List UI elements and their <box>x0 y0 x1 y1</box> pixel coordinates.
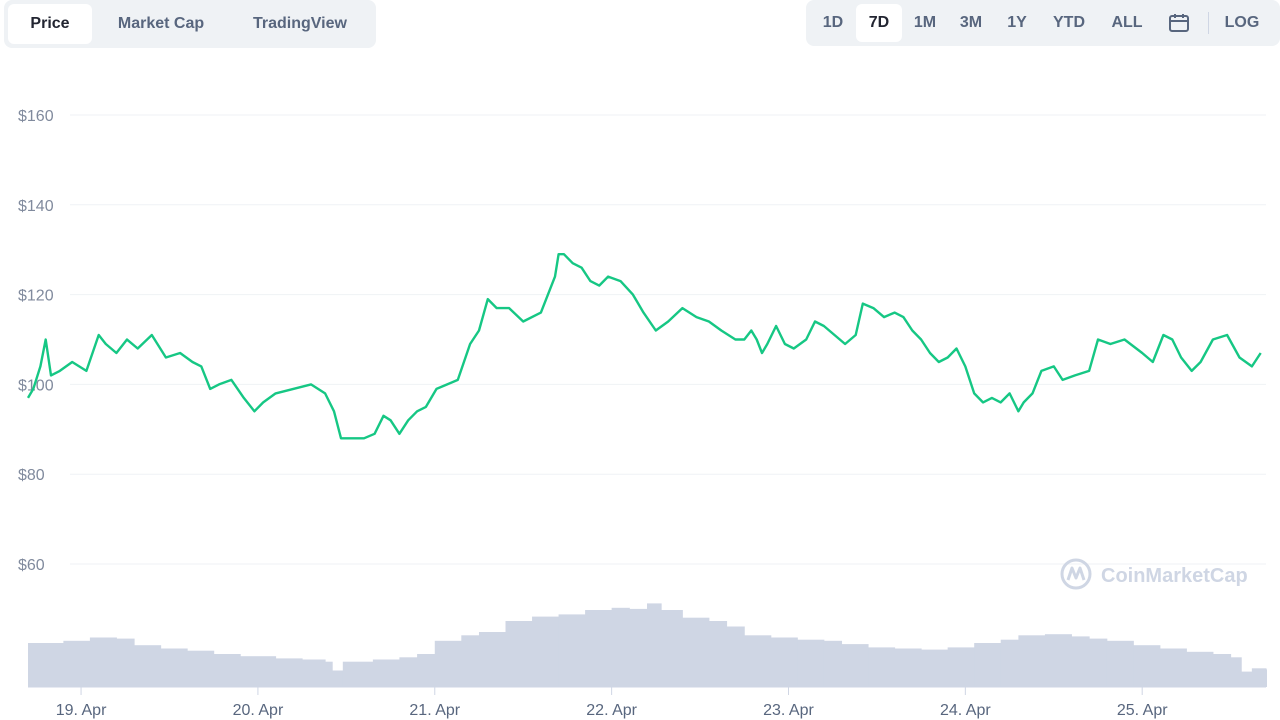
volume-bar <box>726 626 745 687</box>
coinmarketcap-logo-icon <box>1060 558 1092 590</box>
range-ytd-button[interactable]: YTD <box>1053 14 1085 31</box>
volume-bar <box>160 648 188 687</box>
x-tick-label: 19. Apr <box>56 702 107 719</box>
volume-bar <box>647 603 662 687</box>
volume-bar <box>478 632 507 687</box>
y-tick-label: $60 <box>18 557 45 574</box>
x-axis: 19. Apr 20. Apr 21. Apr 22. Apr 23. Apr 24. A… <box>28 686 1266 719</box>
volume-bar <box>1000 639 1019 687</box>
range-all-button[interactable]: ALL <box>1111 14 1143 31</box>
volume-bar <box>868 647 896 687</box>
y-tick-label: $80 <box>18 467 45 484</box>
volume-bar <box>417 654 436 687</box>
tab-price[interactable]: Price <box>8 4 92 44</box>
volume-bar <box>585 610 613 687</box>
volume-bar <box>461 635 480 687</box>
volume-bar <box>682 617 710 687</box>
volume-bar <box>28 643 64 687</box>
volume-bar <box>1018 635 1046 687</box>
volume-bar <box>342 661 374 687</box>
volume-bar <box>1071 636 1090 687</box>
volume-bar <box>372 659 400 687</box>
volume-bar <box>275 658 303 687</box>
time-range-tabs: 1D 7D 1M 3M 1Y YTD ALL LOG <box>806 0 1280 46</box>
volume-bar <box>611 607 630 687</box>
volume-bar <box>434 640 462 687</box>
volume-bar <box>841 644 869 687</box>
volume-bar <box>1089 638 1108 687</box>
volume-bar <box>708 621 728 687</box>
grid-lines <box>70 114 1266 565</box>
volume-bar <box>974 643 1002 687</box>
volume-bar <box>1133 645 1161 687</box>
volume-bar <box>744 635 772 687</box>
volume-bar <box>187 650 215 687</box>
volume-bar <box>332 670 344 687</box>
range-1m-button[interactable]: 1M <box>913 14 937 31</box>
calendar-button[interactable] <box>1156 4 1202 42</box>
y-tick-label: $160 <box>18 108 54 125</box>
watermark-text: CoinMarketCap <box>1101 565 1248 587</box>
volume-bar <box>921 649 949 687</box>
volume-bar <box>302 659 326 687</box>
x-tick-label: 20. Apr <box>233 702 284 719</box>
volume-bar <box>823 640 843 687</box>
volume-bar <box>505 621 533 687</box>
volume-bar <box>1186 651 1214 687</box>
volume-bar <box>629 608 648 687</box>
volume-bar <box>770 637 798 687</box>
x-tick-label: 21. Apr <box>409 702 460 719</box>
calendar-icon <box>1169 14 1189 32</box>
volume-bar <box>1241 671 1253 687</box>
volume-bars <box>28 603 1267 687</box>
volume-bar <box>116 638 135 687</box>
range-3m-button[interactable]: 3M <box>959 14 983 31</box>
x-tick-label: 22. Apr <box>586 702 637 719</box>
y-tick-label: $100 <box>18 377 54 394</box>
y-tick-label: $120 <box>18 288 54 305</box>
volume-bar <box>1106 640 1134 687</box>
volume-bar <box>797 639 825 687</box>
y-axis: $60 $80 $100 $120 $140 $160 <box>18 108 54 574</box>
volume-bar <box>532 616 560 687</box>
divider <box>1208 12 1209 34</box>
log-scale-button[interactable]: LOG <box>1224 14 1260 31</box>
volume-bar <box>89 637 117 687</box>
volume-bar <box>1251 668 1267 687</box>
volume-bar <box>63 640 91 687</box>
tab-market-cap[interactable]: Market Cap <box>117 15 205 32</box>
watermark: CoinMarketCap <box>1060 558 1248 590</box>
x-tick-label: 25. Apr <box>1117 702 1168 719</box>
x-tick-label: 24. Apr <box>940 702 991 719</box>
tab-tradingview[interactable]: TradingView <box>253 15 347 32</box>
chart-type-tabs: Price Market Cap TradingView <box>4 0 376 48</box>
volume-bar <box>894 648 922 687</box>
volume-bar <box>399 657 418 687</box>
price-line <box>26 253 1262 440</box>
x-tick-label: 23. Apr <box>763 702 814 719</box>
volume-bar <box>325 661 333 687</box>
volume-bar <box>1230 657 1242 687</box>
range-7d-button[interactable]: 7D <box>856 4 902 42</box>
range-1y-button[interactable]: 1Y <box>1007 14 1027 31</box>
volume-bar <box>213 654 241 687</box>
price-chart: $60 $80 $100 $120 $140 $160 19. Apr 20. Apr 21.… <box>18 108 1267 719</box>
range-1d-button[interactable]: 1D <box>822 14 844 31</box>
volume-bar <box>134 645 162 687</box>
y-tick-label: $140 <box>18 198 54 215</box>
volume-bar <box>1212 654 1232 687</box>
volume-bar <box>661 610 683 687</box>
volume-bar <box>240 656 277 687</box>
volume-bar <box>947 647 975 687</box>
volume-bar <box>558 614 586 687</box>
volume-bar <box>1159 648 1187 687</box>
volume-bar <box>1044 634 1072 687</box>
volume-bar <box>1266 669 1267 687</box>
